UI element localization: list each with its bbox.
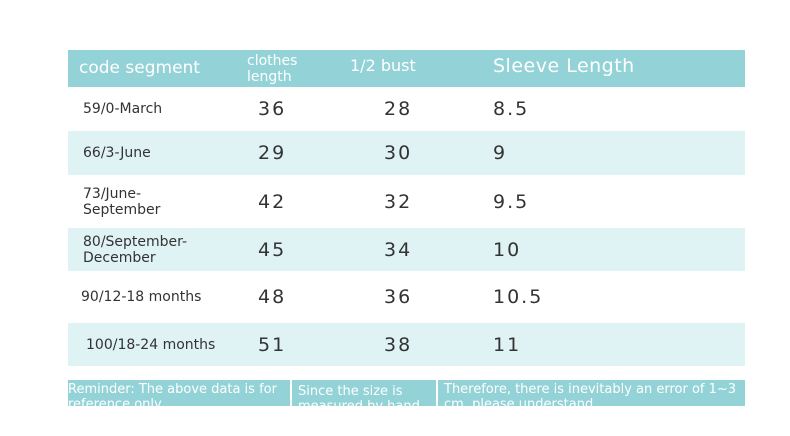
value-cell: 9.5 xyxy=(493,190,530,213)
value-cell: 36 xyxy=(258,98,287,120)
value-cell: 28 xyxy=(384,98,413,120)
value-cell: 29 xyxy=(258,142,287,164)
footer-text: Reminder: The above data is for referenc… xyxy=(68,382,277,406)
table-row xyxy=(68,228,745,271)
value-cell: 42 xyxy=(258,190,287,213)
value-cell: 36 xyxy=(384,286,413,308)
table-row xyxy=(68,323,745,366)
code-cell: 66/3-June xyxy=(83,145,151,161)
table-row xyxy=(68,87,745,131)
header-cell: 1/2 bust xyxy=(350,56,416,75)
header-cell: Sleeve Length xyxy=(493,55,635,77)
table-row xyxy=(68,131,745,175)
footer-cell: Reminder: The above data is for referenc… xyxy=(68,380,290,406)
value-cell: 34 xyxy=(384,238,413,261)
value-cell: 48 xyxy=(258,286,287,308)
footer-text: Therefore, there is inevitably an error … xyxy=(444,382,737,406)
value-cell: 45 xyxy=(258,238,287,261)
code-cell: 90/12-18 months xyxy=(81,289,202,305)
value-cell: 11 xyxy=(493,333,522,356)
value-cell: 10 xyxy=(493,238,522,261)
footer-text: Since the size is measured by hand xyxy=(298,384,420,406)
value-cell: 9 xyxy=(493,142,508,164)
code-cell: 73/June-September xyxy=(83,185,161,218)
value-cell: 30 xyxy=(384,142,413,164)
value-cell: 38 xyxy=(384,333,413,356)
header-row xyxy=(68,50,745,87)
value-cell: 10.5 xyxy=(493,286,544,308)
footer-cell: Therefore, there is inevitably an error … xyxy=(438,380,745,406)
code-cell: 100/18-24 months xyxy=(86,336,216,353)
code-cell: 59/0-March xyxy=(83,101,163,117)
header-cell: clothes length xyxy=(247,53,298,85)
value-cell: 32 xyxy=(384,190,413,213)
table-row xyxy=(68,175,745,228)
header-cell: code segment xyxy=(79,58,200,78)
table-row xyxy=(68,271,745,323)
footer-cell: Since the size is measured by hand xyxy=(292,380,436,406)
code-cell: 80/September-December xyxy=(83,233,188,266)
value-cell: 8.5 xyxy=(493,98,530,120)
value-cell: 51 xyxy=(258,333,287,356)
